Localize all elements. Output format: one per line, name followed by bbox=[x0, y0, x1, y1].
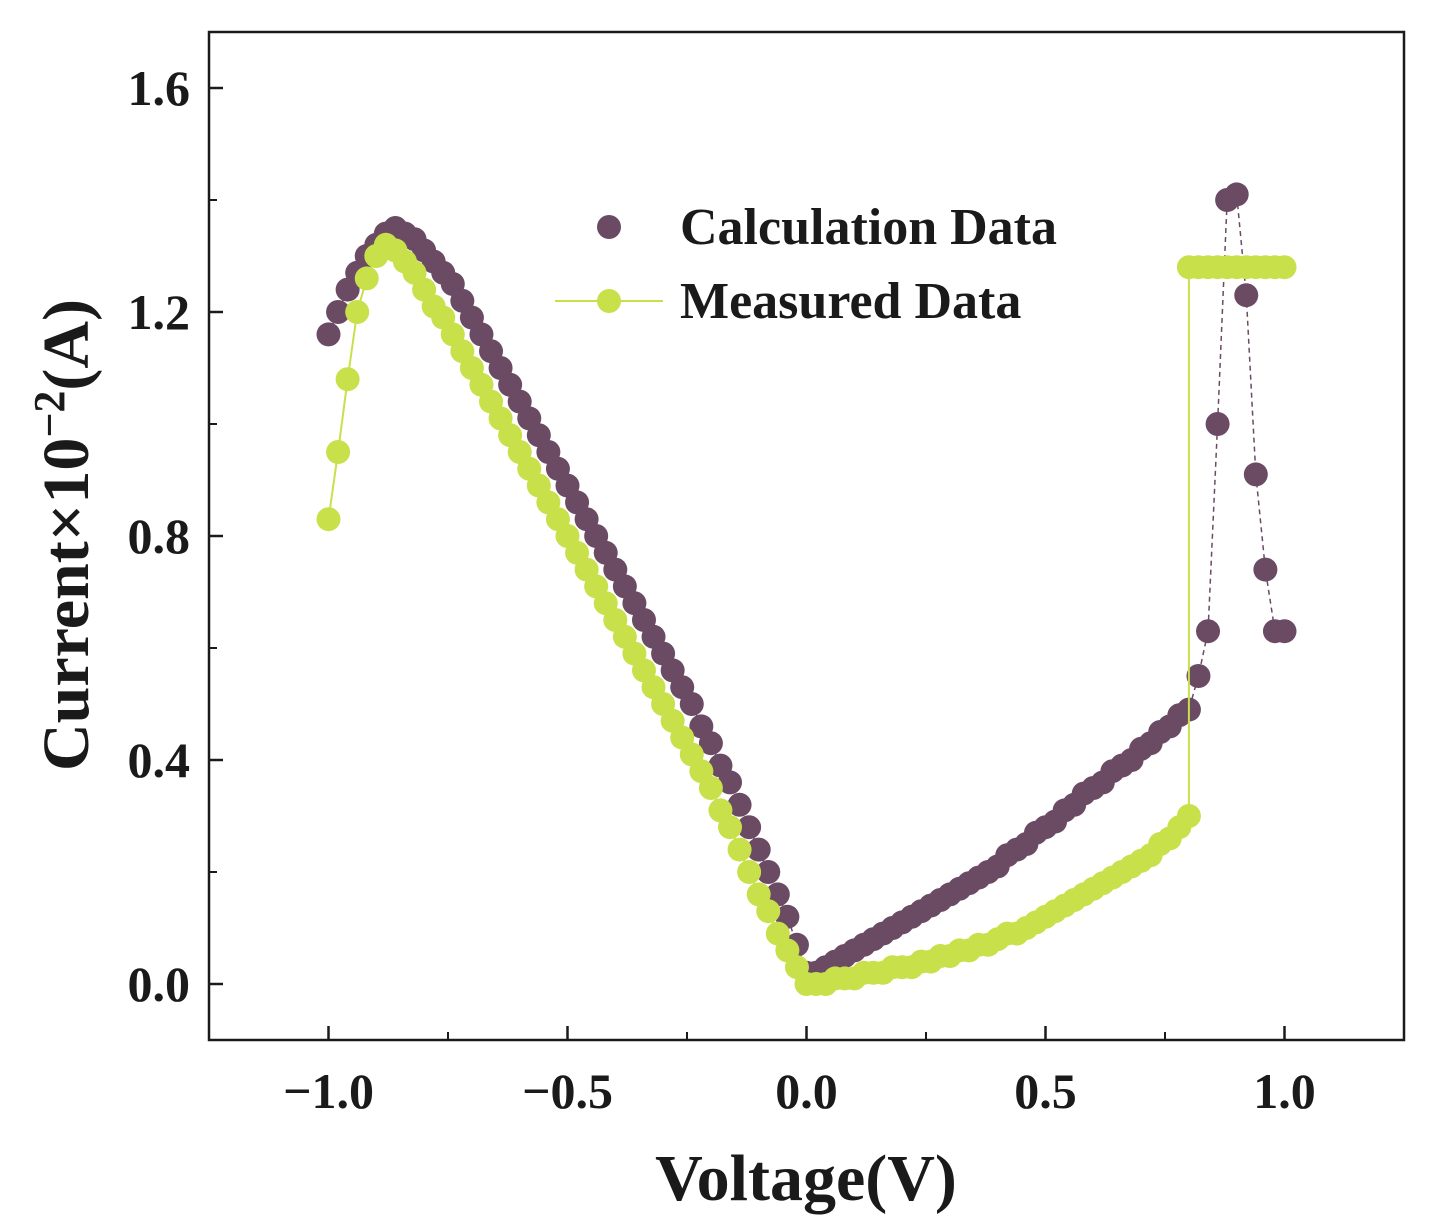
data-point bbox=[718, 770, 743, 795]
data-point bbox=[316, 507, 341, 532]
data-point bbox=[335, 367, 360, 392]
legend-label-measured: Measured Data bbox=[680, 273, 1021, 330]
legend-marker-measured bbox=[597, 289, 621, 313]
data-point bbox=[737, 815, 762, 840]
data-point bbox=[727, 792, 752, 817]
data-point bbox=[1253, 557, 1278, 582]
data-point bbox=[326, 300, 351, 324]
y-axis-ticks: 0.0 0.4 0.8 1.2 1.6 bbox=[128, 60, 223, 1012]
y-tick-label: 1.2 bbox=[128, 284, 191, 340]
x-axis-ticks: −1.0 −0.5 0.0 0.5 1.0 bbox=[283, 1026, 1316, 1119]
y-axis-title: Current×10−2(A) bbox=[25, 299, 103, 771]
series-1 bbox=[316, 232, 1297, 996]
data-point bbox=[1243, 462, 1268, 487]
data-point bbox=[354, 266, 379, 291]
x-tick-label: 0.0 bbox=[775, 1063, 838, 1119]
data-point bbox=[326, 440, 351, 464]
data-point bbox=[737, 860, 762, 884]
data-point bbox=[1224, 182, 1249, 207]
legend-marker-calculation bbox=[597, 215, 621, 239]
data-point bbox=[698, 731, 723, 756]
data-point bbox=[1272, 255, 1297, 280]
x-axis-title: Voltage(V) bbox=[655, 1142, 957, 1215]
data-point bbox=[345, 300, 370, 324]
y-tick-label: 0.0 bbox=[128, 956, 191, 1012]
x-tick-label: 0.5 bbox=[1014, 1063, 1077, 1119]
data-point bbox=[1176, 804, 1201, 828]
y-tick-label: 1.6 bbox=[128, 60, 191, 116]
data-point bbox=[316, 322, 341, 347]
x-tick-label: −0.5 bbox=[522, 1063, 613, 1119]
legend-label-calculation: Calculation Data bbox=[680, 199, 1057, 256]
x-tick-label: −1.0 bbox=[283, 1063, 374, 1119]
data-point bbox=[679, 692, 704, 716]
data-point bbox=[1234, 283, 1259, 308]
data-point bbox=[1186, 664, 1211, 688]
y-tick-label: 0.4 bbox=[128, 732, 191, 788]
plot-area-frame bbox=[207, 30, 1406, 1042]
y-axis-title-unit: (A) bbox=[30, 299, 103, 391]
y-axis-title-main: Current×10 bbox=[30, 438, 103, 771]
y-axis-title-exponent: −2 bbox=[25, 391, 74, 438]
data-point bbox=[756, 860, 781, 884]
legend: Calculation Data Measured Data bbox=[555, 199, 1057, 330]
series-layer bbox=[316, 182, 1297, 996]
y-tick-label: 0.8 bbox=[128, 508, 191, 564]
data-point bbox=[727, 837, 752, 862]
data-point bbox=[718, 815, 743, 840]
data-point bbox=[1272, 619, 1297, 644]
data-point bbox=[698, 776, 723, 800]
data-point bbox=[1196, 619, 1221, 644]
data-point bbox=[1205, 412, 1230, 436]
x-tick-label: 1.0 bbox=[1253, 1063, 1316, 1119]
data-point bbox=[756, 899, 781, 924]
data-point bbox=[746, 837, 771, 862]
series-0 bbox=[316, 182, 1297, 985]
